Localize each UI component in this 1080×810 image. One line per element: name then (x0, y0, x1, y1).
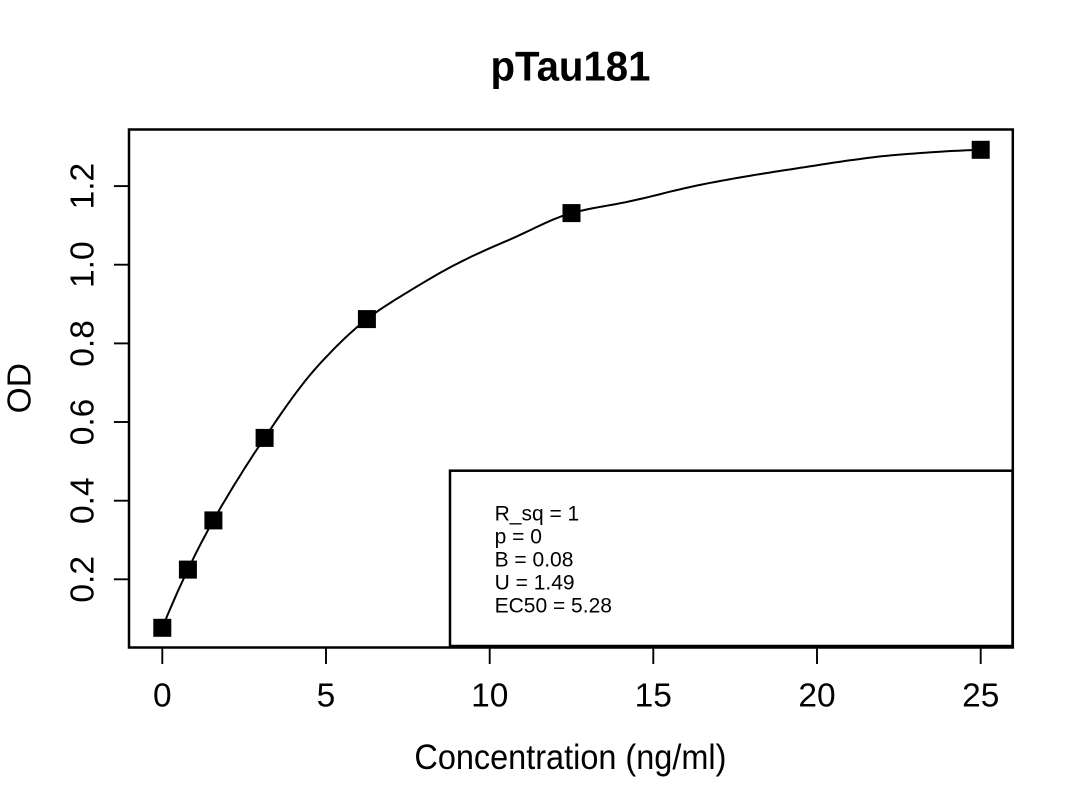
svg-text:OD: OD (2, 363, 39, 413)
svg-text:1.0: 1.0 (65, 241, 102, 288)
svg-text:0: 0 (153, 678, 172, 715)
svg-text:25: 25 (962, 678, 999, 715)
svg-text:1.2: 1.2 (65, 163, 102, 210)
svg-text:5: 5 (317, 678, 336, 715)
svg-text:Concentration (ng/ml): Concentration (ng/ml) (414, 738, 726, 777)
svg-text:20: 20 (798, 678, 835, 715)
svg-text:10: 10 (471, 678, 508, 715)
svg-text:U = 1.49: U = 1.49 (495, 571, 575, 594)
svg-text:0.6: 0.6 (65, 399, 102, 446)
svg-text:0.8: 0.8 (65, 320, 102, 367)
svg-text:EC50 = 5.28: EC50 = 5.28 (495, 594, 612, 617)
svg-text:R_sq = 1: R_sq = 1 (495, 502, 580, 525)
svg-text:15: 15 (635, 678, 672, 715)
svg-text:0.4: 0.4 (65, 477, 102, 524)
svg-text:p = 0: p = 0 (495, 525, 542, 548)
svg-text:B = 0.08: B = 0.08 (495, 548, 574, 571)
svg-text:pTau181: pTau181 (491, 42, 651, 89)
svg-text:0.2: 0.2 (65, 556, 102, 603)
